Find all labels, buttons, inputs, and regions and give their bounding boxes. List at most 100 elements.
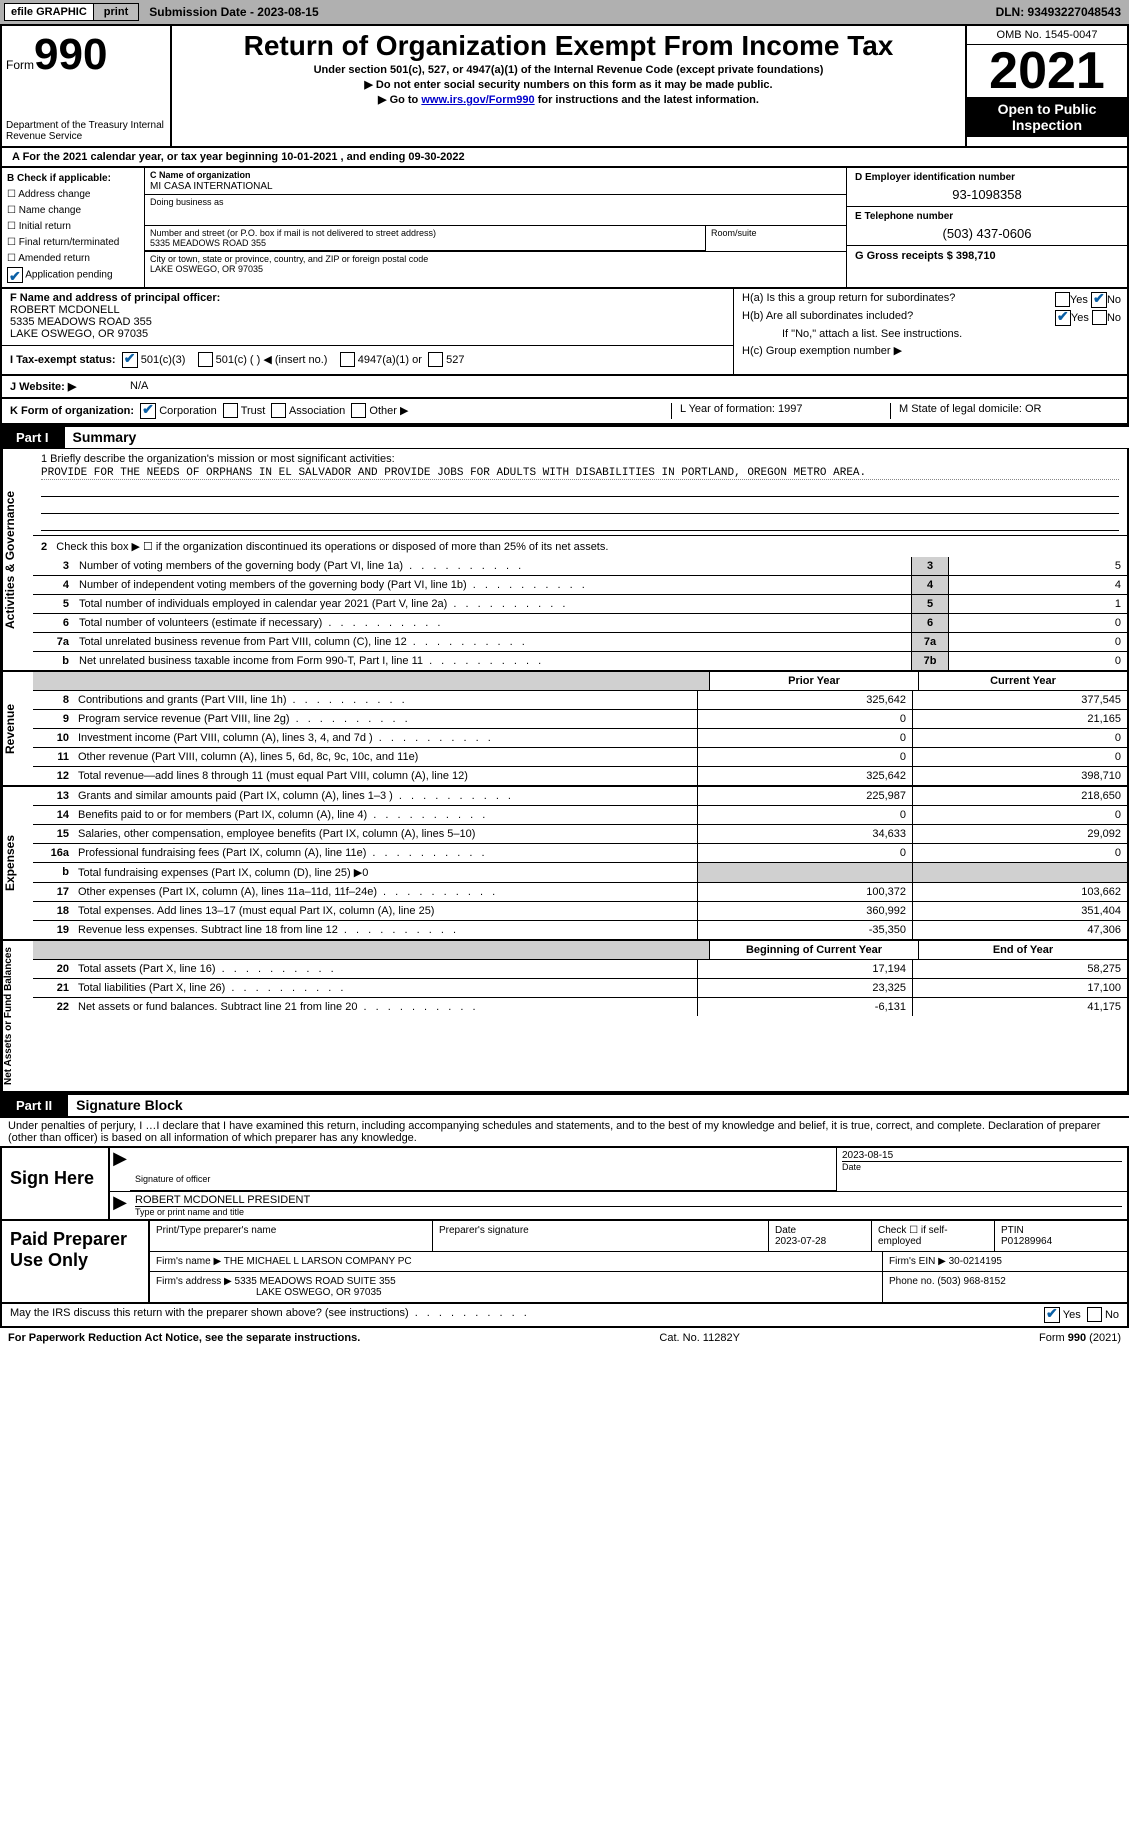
line-7b: b Net unrelated business taxable income … — [33, 652, 1127, 670]
submission-date: Submission Date - 2023-08-15 — [149, 5, 995, 19]
irs-link[interactable]: www.irs.gov/Form990 — [421, 94, 534, 106]
k-l-m-row: K Form of organization: Corporation Trus… — [0, 399, 1129, 425]
check-501c[interactable] — [198, 352, 213, 367]
check-501c3-icon[interactable] — [122, 352, 138, 368]
section-f-h-row: F Name and address of principal officer:… — [0, 289, 1129, 376]
b-opt-initial[interactable]: ☐ Initial return — [7, 219, 139, 235]
line-17: 17 Other expenses (Part IX, column (A), … — [33, 883, 1127, 902]
j-label: J Website: ▶ — [10, 380, 130, 393]
b-header: B Check if applicable: — [7, 171, 139, 187]
e-telephone-box: E Telephone number (503) 437-0606 — [847, 207, 1127, 246]
line-a-tax-year: A For the 2021 calendar year, or tax yea… — [0, 148, 1129, 168]
line-16a: 16a Professional fundraising fees (Part … — [33, 844, 1127, 863]
line-13: 13 Grants and similar amounts paid (Part… — [33, 787, 1127, 806]
part-2-header: Part II Signature Block — [0, 1093, 1129, 1116]
sig-row-1: ▶ Signature of officer 2023-08-15 Date — [110, 1148, 1127, 1192]
ha-yes-check[interactable] — [1055, 292, 1070, 307]
pp-date-box: Date 2023-07-28 — [769, 1221, 872, 1251]
addr-label-2: City or town, state or province, country… — [150, 254, 428, 264]
k-trust-check[interactable] — [223, 403, 238, 418]
print-button[interactable]: print — [94, 3, 139, 21]
d-ein-box: D Employer identification number 93-1098… — [847, 168, 1127, 207]
k-corp-check-icon[interactable] — [140, 403, 156, 419]
gross-label: G Gross receipts $ — [855, 250, 953, 262]
b-opt-address[interactable]: ☐ Address change — [7, 187, 139, 203]
addr-label-1: Number and street (or P.O. box if mail i… — [150, 228, 436, 238]
net-header-row: Beginning of Current Year End of Year — [33, 941, 1127, 960]
line-10: 10 Investment income (Part VIII, column … — [33, 729, 1127, 748]
check-527[interactable] — [428, 352, 443, 367]
line-15: 15 Salaries, other compensation, employe… — [33, 825, 1127, 844]
paid-preparer-label: Paid Preparer Use Only — [2, 1221, 150, 1302]
ha-no-check-icon[interactable] — [1091, 292, 1107, 308]
line-8: 8 Contributions and grants (Part VIII, l… — [33, 691, 1127, 710]
officer-name: ROBERT MCDONELL — [10, 304, 725, 316]
form-header: Form990 Department of the Treasury Inter… — [0, 25, 1129, 148]
officer-sig-box[interactable]: Signature of officer — [130, 1148, 836, 1191]
discuss-yes-check-icon[interactable] — [1044, 1307, 1060, 1323]
mission-label: 1 Briefly describe the organization's mi… — [41, 453, 1119, 465]
f-officer-box: F Name and address of principal officer:… — [2, 289, 734, 374]
line-20: 20 Total assets (Part X, line 16) 17,194… — [33, 960, 1127, 979]
line-16b: b Total fundraising expenses (Part IX, c… — [33, 863, 1127, 883]
b-opt-name[interactable]: ☐ Name change — [7, 203, 139, 219]
form-subtitle-3: ▶ Go to www.irs.gov/Form990 for instruct… — [172, 93, 965, 106]
tel-value: (503) 437-0606 — [855, 226, 1119, 241]
form-ref: Form 990 (2021) — [1039, 1332, 1121, 1344]
check-4947[interactable] — [340, 352, 355, 367]
h-b-label: H(b) Are all subordinates included? — [742, 310, 1055, 326]
form-word: Form — [6, 58, 34, 72]
j-website-row: J Website: ▶ N/A — [0, 376, 1129, 399]
paperwork-notice: For Paperwork Reduction Act Notice, see … — [8, 1332, 360, 1344]
h-b-options: Yes No — [1055, 310, 1121, 326]
hb-yes-check-icon[interactable] — [1055, 310, 1071, 326]
dba-label: Doing business as — [145, 195, 846, 209]
eoy-header: End of Year — [918, 941, 1127, 959]
part-1-tab: Part I — [0, 427, 65, 448]
discuss-no-check[interactable] — [1087, 1307, 1102, 1322]
mission-text: PROVIDE FOR THE NEEDS OF ORPHANS IN EL S… — [41, 467, 1119, 480]
dln-number: DLN: 93493227048543 — [996, 5, 1121, 19]
irs-discuss-row: May the IRS discuss this return with the… — [0, 1304, 1129, 1328]
b-opt-amended[interactable]: ☐ Amended return — [7, 251, 139, 267]
efile-button[interactable]: efile GRAPHIC — [4, 3, 94, 21]
firm-name: THE MICHAEL L LARSON COMPANY PC — [224, 1256, 412, 1267]
net-assets-section: Net Assets or Fund Balances Beginning of… — [0, 941, 1129, 1093]
firm-ein-box: Firm's EIN ▶ 30-0214195 — [883, 1252, 1127, 1271]
c-name-label: C Name of organization — [150, 170, 251, 180]
sig-date-value: 2023-08-15 — [842, 1150, 1122, 1161]
revenue-section: Revenue Prior Year Current Year 8 Contri… — [0, 672, 1129, 787]
line-22: 22 Net assets or fund balances. Subtract… — [33, 998, 1127, 1016]
hb-no-check[interactable] — [1092, 310, 1107, 325]
part-1-title: Summary — [73, 429, 137, 445]
ein-value: 93-1098358 — [855, 187, 1119, 202]
b-opt-final[interactable]: ☐ Final return/terminated — [7, 235, 139, 251]
b-opt-pending[interactable]: Application pending — [7, 267, 139, 284]
sig-date-box: 2023-08-15 Date — [836, 1148, 1127, 1191]
k-other-check[interactable] — [351, 403, 366, 418]
form-subtitle-1: Under section 501(c), 527, or 4947(a)(1)… — [172, 64, 965, 76]
footer-row: For Paperwork Reduction Act Notice, see … — [0, 1328, 1129, 1348]
form-subtitle-2: ▶ Do not enter social security numbers o… — [172, 78, 965, 91]
check-icon-pending — [7, 267, 23, 283]
summary-section: Activities & Governance 1 Briefly descri… — [0, 448, 1129, 672]
exp-content: 13 Grants and similar amounts paid (Part… — [33, 787, 1127, 939]
form-title: Return of Organization Exempt From Incom… — [172, 30, 965, 62]
officer-label: F Name and address of principal officer: — [10, 292, 725, 304]
declaration-text: Under penalties of perjury, I …I declare… — [0, 1116, 1129, 1146]
rev-header-row: Prior Year Current Year — [33, 672, 1127, 691]
h-group-return: H(a) Is this a group return for subordin… — [734, 289, 1127, 374]
k-assoc-check[interactable] — [271, 403, 286, 418]
firm-name-box: Firm's name ▶ THE MICHAEL L LARSON COMPA… — [150, 1252, 883, 1271]
pp-self-emp[interactable]: Check ☐ if self-employed — [872, 1221, 995, 1251]
tax-year: 2021 — [967, 45, 1127, 97]
side-exp-label: Expenses — [2, 787, 33, 939]
pp-row-1: Print/Type preparer's name Preparer's si… — [150, 1221, 1127, 1252]
part-1-header: Part I Summary — [0, 425, 1129, 448]
firm-phone-box: Phone no. (503) 968-8152 — [883, 1272, 1127, 1302]
type-name-value: ROBERT MCDONELL PRESIDENT — [135, 1194, 1122, 1206]
col-d-e-g: D Employer identification number 93-1098… — [846, 168, 1127, 287]
pp-ptin-box: PTIN P01289964 — [995, 1221, 1127, 1251]
pp-name-label: Print/Type preparer's name — [150, 1221, 433, 1251]
side-net-label: Net Assets or Fund Balances — [2, 941, 33, 1091]
